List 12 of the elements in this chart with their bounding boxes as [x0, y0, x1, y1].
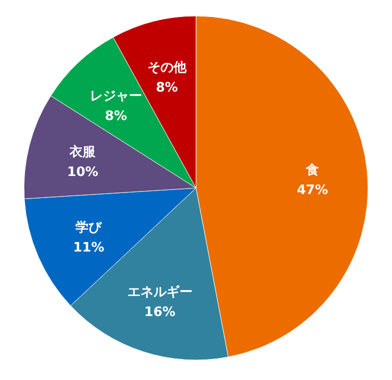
slice-label: レジャー: [90, 88, 142, 104]
slice-label: 食: [304, 162, 319, 178]
data-label: 8%: [156, 80, 178, 96]
data-label: 47%: [296, 182, 328, 198]
data-label: 8%: [104, 108, 127, 124]
slice-label: 衣服: [68, 144, 97, 160]
data-label: 10%: [67, 164, 98, 180]
slice-label: 学び: [76, 220, 103, 236]
slice-label: エネルギー: [127, 285, 192, 300]
slice-label: その他: [147, 60, 188, 76]
data-label: 16%: [144, 305, 176, 320]
data-label: 11%: [73, 240, 104, 256]
